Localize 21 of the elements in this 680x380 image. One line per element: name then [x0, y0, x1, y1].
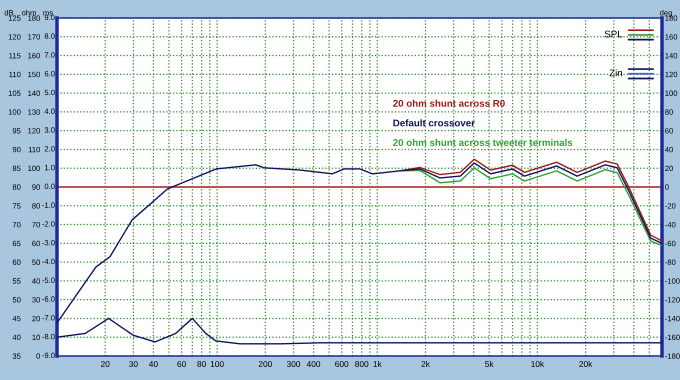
x-tick-label: 600 — [335, 361, 348, 367]
x-tick-label: 80 — [197, 361, 206, 367]
text: 20 ohm shunt across tweeter terminals — [393, 138, 572, 146]
x-tick-label: 1k — [373, 360, 382, 367]
x-tick-label: 300 — [286, 361, 300, 367]
text: Default crossover — [393, 119, 475, 126]
annotation: SPL — [604, 30, 622, 38]
annotation: Zin — [609, 69, 622, 76]
x-tick-label: 20 — [100, 361, 110, 367]
x-tick-label: 100 — [210, 361, 224, 367]
x-tick-label: 2k — [421, 360, 430, 367]
x-tick-label: 200 — [258, 361, 272, 367]
x-tick-label: 30 — [129, 361, 138, 367]
x-tick-label: 5k — [485, 360, 494, 367]
x-tick-label: 400 — [306, 361, 320, 367]
x-tick-label: 10k — [531, 360, 544, 367]
x-tick-label: 20k — [579, 360, 592, 367]
x-tick-label: 60 — [177, 361, 186, 367]
text: 20 ohm shunt across R0 — [393, 100, 505, 107]
x-tick-label: 40 — [148, 361, 158, 367]
x-tick-label: 800 — [355, 361, 368, 367]
